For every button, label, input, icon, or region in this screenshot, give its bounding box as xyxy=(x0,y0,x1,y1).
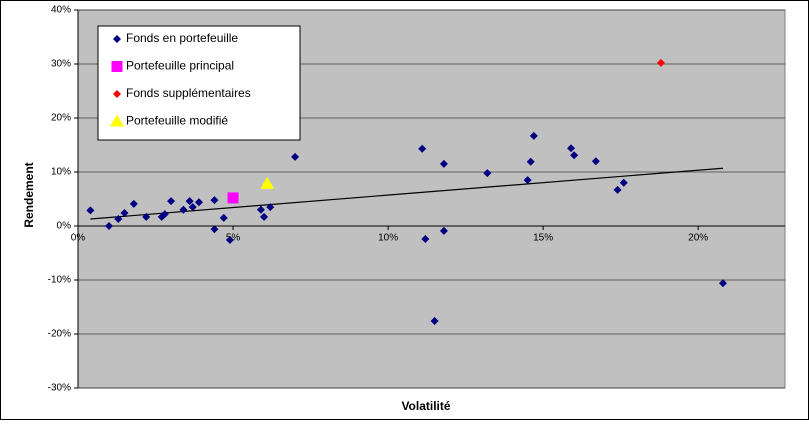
marker xyxy=(142,212,151,221)
marker xyxy=(656,58,665,67)
marker xyxy=(225,236,234,245)
legend-label: Fonds supplémentaires xyxy=(126,86,251,100)
marker xyxy=(194,198,203,207)
marker xyxy=(418,144,427,153)
legend-marker xyxy=(111,61,123,72)
x-tick-label: 5% xyxy=(226,233,241,244)
marker xyxy=(570,151,579,160)
y-tick-label: 40% xyxy=(51,5,71,16)
marker xyxy=(291,152,300,161)
marker xyxy=(188,203,197,212)
marker xyxy=(227,192,239,204)
marker xyxy=(529,131,538,140)
marker xyxy=(613,185,622,194)
marker xyxy=(619,178,628,187)
trendline xyxy=(90,167,724,220)
marker xyxy=(439,159,448,168)
marker xyxy=(526,157,535,166)
marker xyxy=(120,209,129,218)
y-tick-label: 10% xyxy=(51,167,71,178)
y-tick-label: 20% xyxy=(51,113,71,124)
legend-label: Fonds en portefeuille xyxy=(126,31,238,45)
marker xyxy=(167,197,176,206)
marker xyxy=(260,212,269,221)
y-tick-label: -10% xyxy=(48,275,71,286)
x-tick-label: 10% xyxy=(378,233,398,244)
legend-marker xyxy=(110,114,124,127)
marker xyxy=(160,210,169,219)
x-tick-label: 0% xyxy=(71,233,86,244)
legend-marker xyxy=(113,90,121,98)
marker xyxy=(129,199,138,208)
marker xyxy=(210,196,219,205)
x-tick-label: 15% xyxy=(533,233,553,244)
y-axis-title: Rendement xyxy=(22,162,36,227)
marker xyxy=(185,197,194,206)
marker xyxy=(523,176,532,185)
marker xyxy=(591,157,600,166)
legend-label: Portefeuille principal xyxy=(126,59,234,73)
marker xyxy=(421,234,430,243)
marker xyxy=(219,213,228,222)
marker xyxy=(483,169,492,178)
marker xyxy=(567,144,576,153)
y-tick-label: 30% xyxy=(51,59,71,70)
marker xyxy=(105,222,114,230)
legend-label: Portefeuille modifié xyxy=(126,114,228,128)
marker xyxy=(179,205,188,214)
marker xyxy=(260,176,275,189)
legend-marker xyxy=(113,35,121,43)
marker xyxy=(266,203,275,212)
y-tick-label: 0% xyxy=(57,221,72,232)
y-tick-label: -30% xyxy=(48,383,71,394)
marker xyxy=(256,205,265,214)
marker xyxy=(439,226,448,235)
legend xyxy=(97,25,301,141)
marker xyxy=(210,225,219,234)
marker xyxy=(114,214,123,223)
x-axis-title: Volatilité xyxy=(401,399,450,413)
x-tick-label: 20% xyxy=(688,233,708,244)
marker xyxy=(430,317,439,326)
marker xyxy=(718,279,727,288)
y-tick-label: -20% xyxy=(48,329,71,340)
marker xyxy=(86,206,95,215)
